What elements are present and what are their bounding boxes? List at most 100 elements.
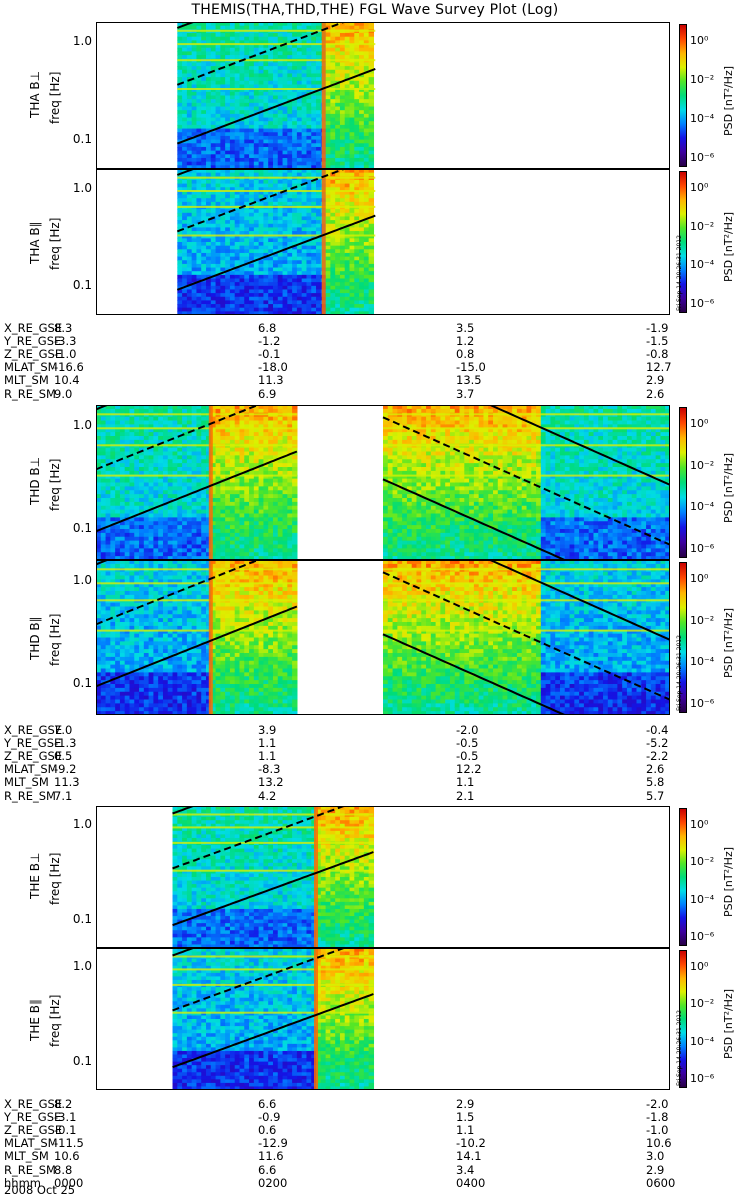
psd-cell [206, 135, 212, 141]
psd-cell [234, 161, 241, 166]
psd-cell [268, 62, 274, 67]
psd-cell [282, 486, 288, 491]
psd-cell [354, 62, 360, 67]
psd-cell [196, 77, 202, 82]
psd-cell [234, 117, 241, 122]
psd-cell [186, 478, 193, 484]
psd-cell [100, 455, 107, 460]
psd-cell [186, 307, 193, 312]
psd-cell [196, 157, 202, 163]
psd-cell [201, 494, 207, 499]
psd-cell [196, 505, 202, 511]
psd-cell [359, 128, 365, 133]
psd-cell [292, 169, 298, 174]
psd-cell [182, 474, 188, 480]
psd-cell [287, 88, 293, 93]
psd-cell [268, 231, 274, 236]
psd-cell [263, 420, 269, 425]
psd-cell [249, 179, 255, 185]
psd-cell [272, 505, 279, 511]
psd-cell [330, 73, 336, 78]
psd-cell [316, 293, 322, 298]
psd-cell [344, 179, 351, 185]
psd-cell [210, 143, 217, 148]
psd-cell [210, 432, 217, 437]
psd-cell [239, 209, 245, 214]
psd-cell [177, 432, 183, 437]
psd-cell [296, 73, 303, 78]
psd-cell [244, 106, 250, 111]
psd-cell [330, 194, 336, 199]
psd-cell [292, 252, 298, 258]
psd-cell [363, 22, 370, 27]
psd-cell [330, 234, 336, 239]
psd-cell [363, 293, 370, 298]
psd-cell [225, 459, 231, 464]
psd-cell [177, 439, 183, 445]
psd-cell [292, 47, 298, 52]
psd-cell [253, 459, 260, 464]
psd-cell [368, 22, 375, 27]
psd-cell [249, 474, 255, 480]
psd-cell [220, 474, 226, 480]
psd-cell [186, 36, 193, 41]
psd-cell [229, 436, 236, 441]
psd-cell [339, 201, 346, 207]
psd-cell [215, 242, 221, 247]
psd-cell [191, 478, 198, 484]
psd-cell [191, 157, 198, 163]
psd-cell [287, 117, 293, 122]
psd-cell [139, 478, 145, 484]
psd-cell [277, 532, 284, 538]
psd-cell [263, 132, 269, 137]
psd-cell [268, 267, 274, 272]
psd-cell [139, 405, 145, 410]
psd-cell [268, 525, 274, 530]
psd-cell [201, 190, 207, 196]
psd-cell [253, 474, 260, 480]
psd-cell [196, 165, 202, 169]
psd-cell [301, 157, 308, 163]
psd-cell [182, 556, 188, 560]
psd-cell [196, 424, 202, 429]
psd-cell [282, 36, 288, 41]
psd-cell [253, 124, 260, 130]
psd-cell [244, 451, 250, 456]
psd-cell [182, 505, 188, 511]
psd-cell [196, 548, 202, 553]
psd-cell [124, 420, 131, 425]
psd-cell [206, 66, 212, 71]
psd-cell [153, 439, 159, 445]
psd-cell [167, 408, 174, 414]
psd-cell [172, 447, 178, 453]
psd-cell [272, 36, 279, 41]
psd-cell [335, 157, 341, 163]
psd-cell [277, 157, 284, 163]
psd-cell [182, 33, 188, 38]
psd-cell [316, 77, 322, 82]
psd-cell [196, 106, 202, 111]
psd-cell [349, 278, 355, 283]
psd-cell [158, 501, 164, 507]
psd-cell [220, 209, 226, 214]
spectrogram-svg [96, 405, 670, 560]
psd-cell [206, 146, 212, 152]
psd-cell [153, 455, 159, 460]
psd-cell [253, 289, 260, 294]
psd-cell [225, 296, 231, 301]
psd-cell [177, 161, 183, 166]
psd-cell [306, 300, 312, 305]
psd-cell [196, 36, 202, 41]
psd-cell [244, 121, 250, 126]
psd-cell [182, 548, 188, 553]
psd-cell [272, 212, 279, 218]
psd-cell [139, 505, 145, 511]
psd-cell [253, 51, 260, 56]
psd-cell [272, 252, 279, 258]
psd-cell [177, 552, 183, 557]
psd-cell [115, 525, 121, 530]
psd-cell [134, 532, 140, 538]
psd-cell [220, 88, 226, 93]
psd-cell [182, 231, 188, 236]
psd-cell [359, 157, 365, 163]
